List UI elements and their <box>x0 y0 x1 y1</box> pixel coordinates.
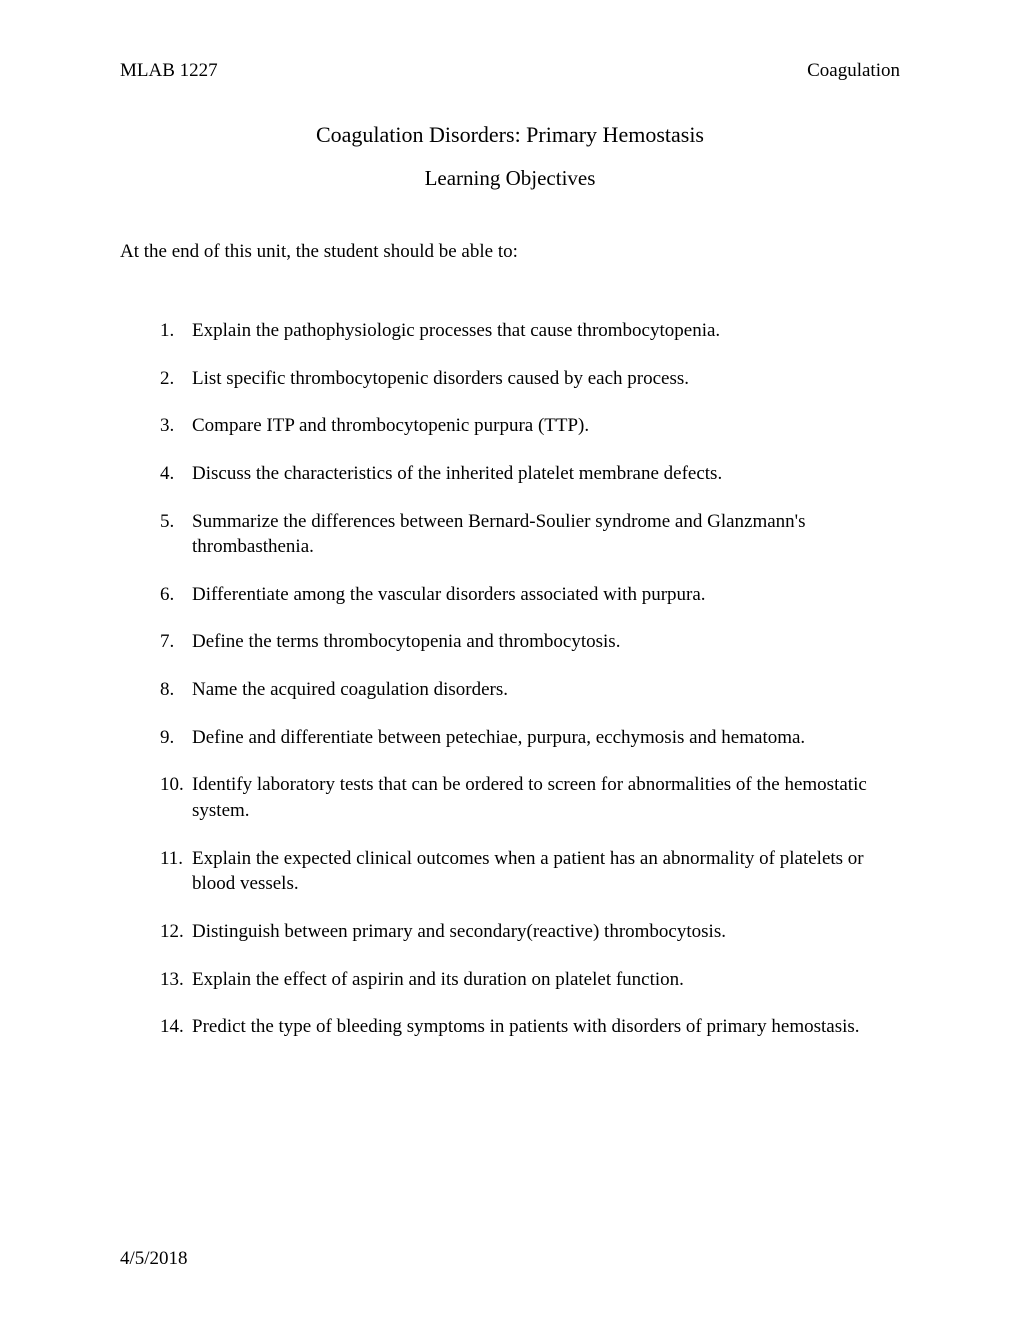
document-subtitle: Learning Objectives <box>120 166 900 191</box>
list-item: Name the acquired coagulation disorders. <box>160 677 900 703</box>
objectives-list: Explain the pathophysiologic processes t… <box>160 318 900 1040</box>
list-item: Discuss the characteristics of the inher… <box>160 461 900 487</box>
footer-date: 4/5/2018 <box>120 1248 188 1270</box>
course-topic: Coagulation <box>807 60 900 82</box>
list-item: Summarize the differences between Bernar… <box>160 509 900 560</box>
list-item: Define and differentiate between petechi… <box>160 725 900 751</box>
list-item: Explain the effect of aspirin and its du… <box>160 967 900 993</box>
intro-text: At the end of this unit, the student sho… <box>120 241 900 263</box>
list-item: Differentiate among the vascular disorde… <box>160 582 900 608</box>
list-item: Identify laboratory tests that can be or… <box>160 772 900 823</box>
list-item: Explain the expected clinical outcomes w… <box>160 846 900 897</box>
list-item: List specific thrombocytopenic disorders… <box>160 366 900 392</box>
course-code: MLAB 1227 <box>120 60 218 82</box>
list-item: Explain the pathophysiologic processes t… <box>160 318 900 344</box>
document-title: Coagulation Disorders: Primary Hemostasi… <box>120 122 900 148</box>
list-item: Define the terms thrombocytopenia and th… <box>160 629 900 655</box>
list-item: Predict the type of bleeding symptoms in… <box>160 1014 900 1040</box>
page-header: MLAB 1227 Coagulation <box>120 60 900 82</box>
list-item: Compare ITP and thrombocytopenic purpura… <box>160 413 900 439</box>
list-item: Distinguish between primary and secondar… <box>160 919 900 945</box>
